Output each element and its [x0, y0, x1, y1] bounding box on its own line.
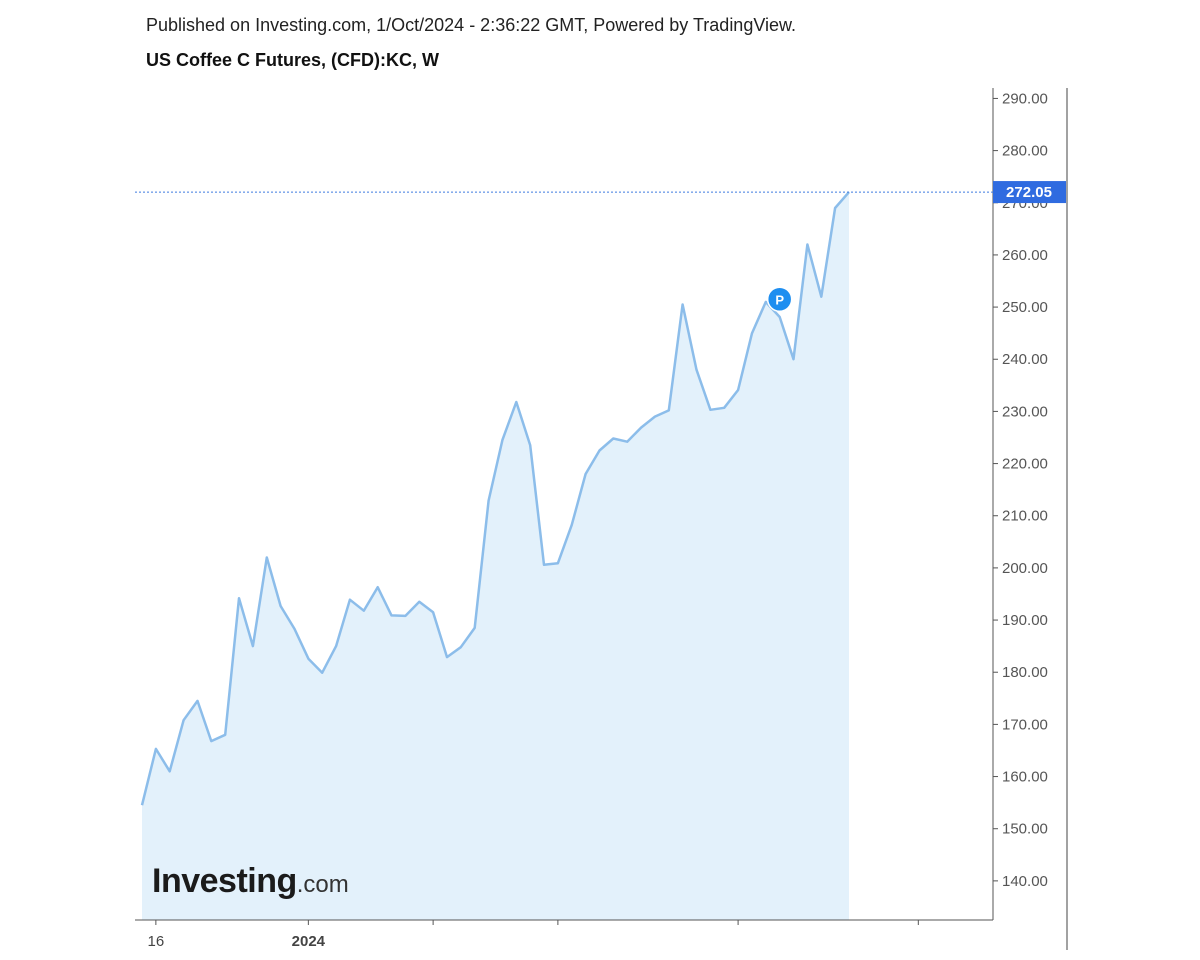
y-tick-label: 160.00	[1002, 769, 1048, 786]
data-point	[501, 439, 503, 441]
y-tick-label: 200.00	[1002, 560, 1048, 577]
data-point	[834, 207, 836, 209]
area-fill	[142, 192, 849, 921]
y-tick-label: 280.00	[1002, 143, 1048, 160]
data-point	[695, 369, 697, 371]
data-point	[668, 409, 670, 411]
data-point	[723, 407, 725, 409]
data-point	[529, 444, 531, 446]
x-axis: 16 2024	[135, 919, 993, 950]
y-axis: 140.00 150.00 160.00 170.00 180.00 190.00 200.…	[992, 88, 1068, 950]
data-point	[155, 748, 157, 750]
chart-title: US Coffee C Futures, (CFD):KC, W	[146, 50, 439, 70]
data-point	[640, 426, 642, 428]
data-point	[543, 564, 545, 566]
data-point	[654, 415, 656, 417]
data-point	[196, 700, 198, 702]
y-tick-label: 250.00	[1002, 299, 1048, 316]
data-point	[279, 605, 281, 607]
y-tick-label: 220.00	[1002, 456, 1048, 473]
data-point	[182, 719, 184, 721]
data-point	[335, 645, 337, 647]
plot-area	[140, 191, 850, 921]
y-tick-label: 210.00	[1002, 508, 1048, 525]
y-tick-label: 170.00	[1002, 716, 1048, 733]
data-point	[598, 449, 600, 451]
data-point	[293, 628, 295, 630]
price-overlay: 272.05 P	[135, 181, 1066, 313]
last-price-label: 272.05	[1006, 184, 1052, 201]
data-point	[584, 473, 586, 475]
p-marker-label: P	[775, 292, 784, 307]
x-tick-label: 2024	[292, 933, 326, 950]
data-point	[515, 401, 517, 403]
data-point	[238, 597, 240, 599]
data-point	[681, 303, 683, 305]
data-point	[557, 562, 559, 564]
logo-main: Investing	[152, 862, 297, 900]
data-point	[363, 610, 365, 612]
y-tick-label: 260.00	[1002, 247, 1048, 264]
data-point	[737, 389, 739, 391]
y-tick-label: 190.00	[1002, 612, 1048, 629]
data-point	[418, 601, 420, 603]
data-point	[751, 332, 753, 334]
data-point	[390, 614, 392, 616]
data-point	[377, 586, 379, 588]
data-point	[307, 658, 309, 660]
data-point	[765, 301, 767, 303]
data-point	[266, 556, 268, 558]
y-tick-label: 180.00	[1002, 664, 1048, 681]
data-point	[349, 599, 351, 601]
data-point	[487, 499, 489, 501]
data-point	[141, 804, 143, 806]
data-point	[252, 645, 254, 647]
data-point	[571, 524, 573, 526]
data-point	[779, 316, 781, 318]
data-point	[224, 734, 226, 736]
price-line	[140, 191, 850, 806]
y-tick-label: 290.00	[1002, 90, 1048, 107]
data-point	[820, 296, 822, 298]
investing-logo: Investing.com	[152, 862, 349, 901]
data-point	[612, 437, 614, 439]
data-point	[474, 627, 476, 629]
data-point	[460, 646, 462, 648]
y-tick-label: 140.00	[1002, 873, 1048, 890]
logo-suffix: .com	[296, 871, 349, 898]
last-price-tag	[993, 181, 1066, 204]
data-point	[210, 740, 212, 742]
published-caption: Published on Investing.com, 1/Oct/2024 -…	[146, 15, 797, 35]
data-point	[626, 441, 628, 443]
p-marker	[766, 286, 793, 313]
x-tick-label: 16	[148, 933, 165, 950]
data-point	[321, 672, 323, 674]
y-tick-label: 240.00	[1002, 351, 1048, 368]
data-point	[709, 409, 711, 411]
y-tick-label: 150.00	[1002, 821, 1048, 838]
data-point	[432, 611, 434, 613]
y-tick-label: 230.00	[1002, 403, 1048, 420]
data-point	[404, 615, 406, 617]
data-point	[806, 243, 808, 245]
data-point	[169, 770, 171, 772]
data-point	[792, 358, 794, 360]
data-point	[446, 656, 448, 658]
